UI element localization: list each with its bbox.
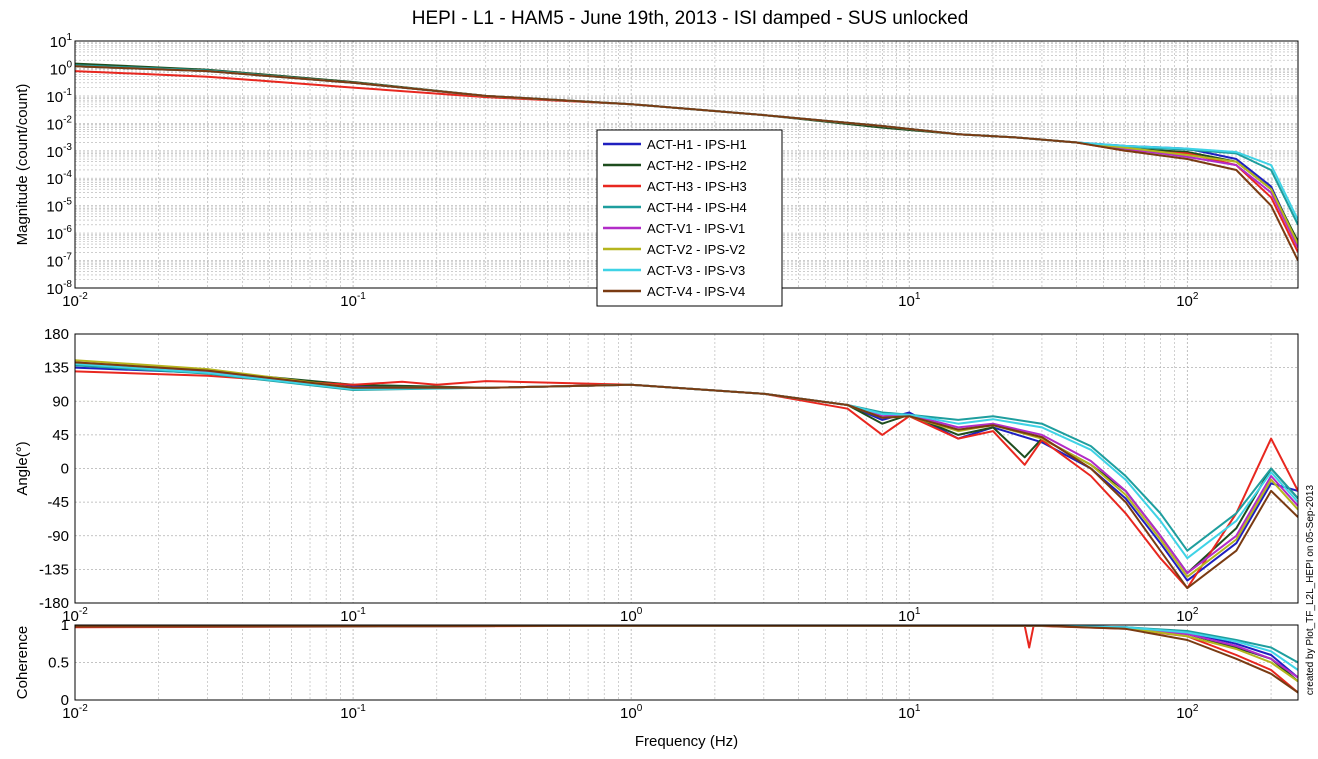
y-tick-label: -45 [47, 494, 69, 511]
chart-title: HEPI - L1 - HAM5 - June 19th, 2013 - ISI… [412, 8, 969, 29]
series-line [75, 361, 1298, 590]
y-tick-label: 10-4 [46, 169, 72, 188]
y-tick-label: 90 [52, 393, 69, 410]
legend-entry: ACT-H2 - IPS-H2 [647, 158, 747, 173]
legend-entry: ACT-V2 - IPS-V2 [647, 242, 745, 257]
y-tick-label: -180 [39, 595, 69, 612]
axes-frame [74, 624, 1299, 701]
y-tick-label: 1 [61, 617, 69, 634]
series-group [75, 62, 1298, 262]
x-tick-label: 10-2 [62, 703, 88, 722]
legend: ACT-H1 - IPS-H1 ACT-H2 - IPS-H2 ACT-H3 - I… [596, 129, 783, 307]
plot-area [75, 334, 1298, 603]
series-line [75, 65, 1298, 262]
x-tick-label: 10-1 [340, 703, 366, 722]
x-tick-label: 10-2 [62, 606, 88, 625]
phase-panel: 10-2 10-1 100 101 102 180 135 90 45 0 -45 -90 -135 -1… [14, 326, 1299, 625]
side-note: created by Plot_TF_L2L_HEPI on 05-Sep-20… [1305, 485, 1316, 696]
y-tick-label: 10-7 [46, 252, 72, 271]
y-tick-label: -90 [47, 528, 69, 545]
series-group [75, 625, 1298, 694]
y-tick-label: 10-6 [46, 224, 72, 243]
y-tick-label: 10-1 [46, 87, 72, 106]
legend-entry: ACT-H1 - IPS-H1 [647, 137, 747, 152]
x-tick-label: 10-1 [340, 606, 366, 625]
y-axis-label: Angle(°) [14, 441, 31, 495]
x-tick-label: 101 [898, 703, 921, 722]
x-tick-label: 101 [898, 606, 921, 625]
x-tick-label: 102 [1176, 703, 1199, 722]
series-line [75, 370, 1298, 590]
legend-entry: ACT-V1 - IPS-V1 [647, 221, 745, 236]
x-axis-label: Frequency (Hz) [635, 733, 738, 750]
y-tick-label: 0 [61, 461, 69, 478]
x-tick-label: 100 [620, 703, 643, 722]
y-tick-label: 10-2 [46, 114, 72, 133]
legend-box [596, 129, 783, 307]
y-tick-label: 10-3 [46, 142, 72, 161]
y-tick-label: 10-5 [46, 197, 72, 216]
plot-area [75, 625, 1298, 700]
y-tick-label: 100 [50, 59, 73, 78]
y-tick-label: 10-8 [46, 279, 72, 298]
grid [74, 41, 1298, 289]
y-axis-label: Coherence [14, 626, 31, 699]
y-tick-label: 0.5 [48, 655, 69, 672]
legend-entry: ACT-V3 - IPS-V3 [647, 263, 745, 278]
y-tick-label: 101 [50, 32, 73, 51]
y-tick-label: -135 [39, 561, 69, 578]
series-line [75, 625, 1298, 694]
axes-frame [74, 333, 1299, 604]
y-tick-label: 180 [44, 326, 69, 343]
x-tick-label: 102 [1176, 606, 1199, 625]
y-axis-label: Magnitude (count/count) [14, 84, 31, 246]
legend-entry: ACT-H3 - IPS-H3 [647, 179, 747, 194]
x-tick-label: 102 [1176, 291, 1199, 310]
x-tick-label: 10-2 [62, 291, 88, 310]
coherence-panel: 10-2 10-1 100 101 102 1 0.5 0 Coherence Frequency… [14, 617, 1299, 750]
legend-entry: ACT-H4 - IPS-H4 [647, 200, 747, 215]
y-tick-label: 0 [61, 692, 69, 709]
x-tick-label: 10-1 [340, 291, 366, 310]
y-tick-label: 45 [52, 427, 69, 444]
x-tick-label: 101 [898, 291, 921, 310]
series-group [75, 359, 1298, 590]
x-tick-label: 100 [620, 606, 643, 625]
legend-entry: ACT-V4 - IPS-V4 [647, 284, 745, 299]
y-tick-label: 135 [44, 360, 69, 377]
